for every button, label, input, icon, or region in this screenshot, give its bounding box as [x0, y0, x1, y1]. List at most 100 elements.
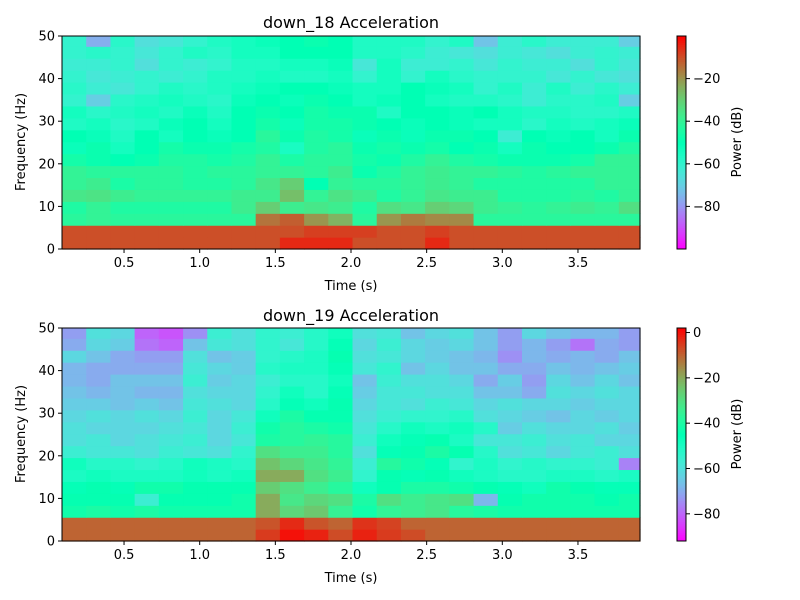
colorbar-segment: [677, 530, 686, 533]
x-tick-label: 1.5: [265, 256, 286, 271]
heatmap-cell: [570, 213, 596, 226]
heatmap-cell: [376, 117, 402, 131]
heatmap-cell: [158, 362, 184, 375]
heatmap-cell: [134, 105, 160, 119]
colorbar-segment: [677, 336, 686, 340]
heatmap-cell: [618, 481, 641, 494]
heatmap-cell: [110, 201, 136, 214]
heatmap-cell: [521, 493, 547, 506]
heatmap-cell: [449, 517, 475, 530]
colorbar-segment: [677, 506, 686, 510]
heatmap-cell: [279, 36, 305, 47]
heatmap-cell: [255, 70, 281, 83]
heatmap-cell: [328, 362, 354, 375]
heatmap-cell: [183, 189, 208, 202]
heatmap-cell: [304, 58, 329, 71]
heatmap-cell: [62, 213, 87, 226]
heatmap-cell: [400, 362, 426, 375]
heatmap-cell: [497, 397, 523, 411]
heatmap-cell: [352, 374, 378, 387]
heatmap-cell: [304, 225, 329, 238]
heatmap-cell: [158, 213, 184, 226]
colorbar-segment: [677, 125, 686, 129]
colorbar-segment: [677, 538, 686, 542]
heatmap-cell: [473, 338, 499, 351]
heatmap-cell: [473, 328, 499, 339]
heatmap-cell: [134, 237, 160, 250]
heatmap-cell: [183, 385, 208, 399]
colorbar-segment: [677, 46, 686, 50]
heatmap-cell: [110, 469, 136, 482]
colorbar-segment: [677, 221, 686, 224]
heatmap-cell: [473, 237, 499, 250]
heatmap-cell: [279, 328, 305, 339]
heatmap-cell: [376, 129, 402, 143]
colorbar-segment: [677, 129, 686, 133]
heatmap-cell: [594, 338, 620, 351]
colorbar-segment: [677, 398, 686, 401]
heatmap-cell: [62, 328, 87, 339]
heatmap-cell: [449, 237, 475, 250]
heatmap-cell: [231, 46, 257, 59]
heatmap-cell: [473, 445, 499, 459]
colorbar-segment: [677, 202, 686, 205]
heatmap-cell: [594, 409, 620, 423]
heatmap-cell: [62, 129, 87, 143]
heatmap-cell: [352, 70, 378, 83]
heatmap-cell: [449, 493, 475, 506]
heatmap-cell: [183, 237, 208, 250]
heatmap-cell: [304, 105, 329, 119]
heatmap-cell: [521, 93, 547, 107]
x-tick-label: 0.5: [114, 548, 135, 563]
heatmap-cell: [279, 93, 305, 107]
heatmap-cell: [62, 457, 87, 471]
colorbar-segment: [677, 462, 686, 465]
colorbar-segment: [677, 464, 686, 467]
heatmap-cell: [449, 397, 475, 411]
heatmap-cell: [328, 445, 354, 459]
colorbar-segment: [677, 332, 686, 335]
heatmap-cell: [279, 105, 305, 119]
heatmap-cell: [425, 213, 450, 226]
heatmap-cell: [618, 433, 641, 447]
heatmap-cell: [158, 374, 184, 387]
colorbar-segment: [677, 121, 686, 124]
heatmap-cell: [110, 529, 136, 542]
colorbar-segment: [677, 89, 686, 92]
heatmap-cell: [546, 350, 571, 363]
heatmap-cell: [521, 397, 547, 411]
heatmap-cell: [158, 153, 184, 167]
heatmap-cell: [425, 433, 450, 447]
colorbar-segment: [677, 460, 686, 463]
heatmap-cell: [473, 213, 499, 226]
heatmap-cell: [279, 421, 305, 435]
heatmap-cell: [134, 529, 160, 542]
colorbar-segment: [677, 97, 686, 101]
heatmap-cell: [376, 58, 402, 71]
heatmap-cell: [546, 385, 571, 399]
heatmap-cell: [570, 385, 596, 399]
colorbar-segment: [677, 389, 686, 393]
heatmap-cell: [255, 225, 281, 238]
colorbar-segment: [677, 206, 686, 210]
heatmap-cell: [473, 46, 499, 59]
heatmap-cell: [207, 421, 233, 435]
colorbar-segment: [677, 131, 686, 135]
colorbar-segment: [677, 330, 686, 333]
heatmap-cell: [231, 433, 257, 447]
heatmap-cell: [400, 517, 426, 530]
colorbar-segment: [677, 193, 686, 197]
colorbar-frame: [676, 35, 687, 250]
heatmap-cell: [231, 529, 257, 542]
heatmap-cell: [521, 70, 547, 83]
colorbar-segment: [677, 457, 686, 461]
y-tick-label: 30: [38, 115, 55, 130]
colorbar-segment: [677, 447, 686, 450]
colorbar-tick-label: 0: [693, 326, 701, 341]
colorbar-segment: [677, 466, 686, 470]
heatmap-cell: [376, 141, 402, 155]
heatmap-cell: [618, 177, 641, 190]
heatmap-cell: [594, 165, 620, 179]
heatmap-cell: [304, 213, 329, 226]
heatmap-cell: [400, 82, 426, 95]
